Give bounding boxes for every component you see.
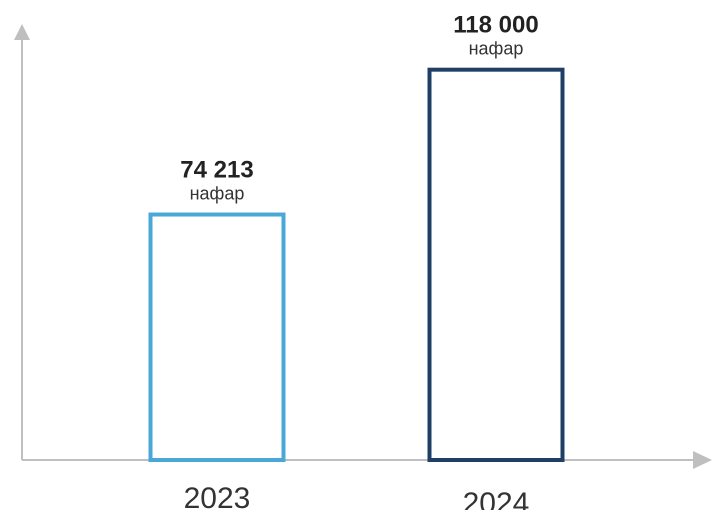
y-axis (14, 24, 30, 460)
unit-label-2023: нафар (190, 184, 245, 204)
bar-2023 (148, 212, 286, 462)
bars (148, 67, 565, 462)
x-tick-label-2024: 2024 (463, 487, 530, 510)
x-axis-arrow-icon (693, 451, 712, 469)
value-label-2023: 74 213 (180, 157, 253, 184)
x-tick-label-2023: 2023 (184, 482, 251, 510)
unit-label-2024: нафар (469, 39, 524, 59)
bar-2024 (427, 67, 565, 462)
value-label-2024: 118 000 (453, 12, 538, 39)
x-axis (22, 451, 712, 469)
y-axis-arrow-icon (14, 24, 30, 40)
x-tick-labels: 2023 2024 (184, 482, 530, 510)
